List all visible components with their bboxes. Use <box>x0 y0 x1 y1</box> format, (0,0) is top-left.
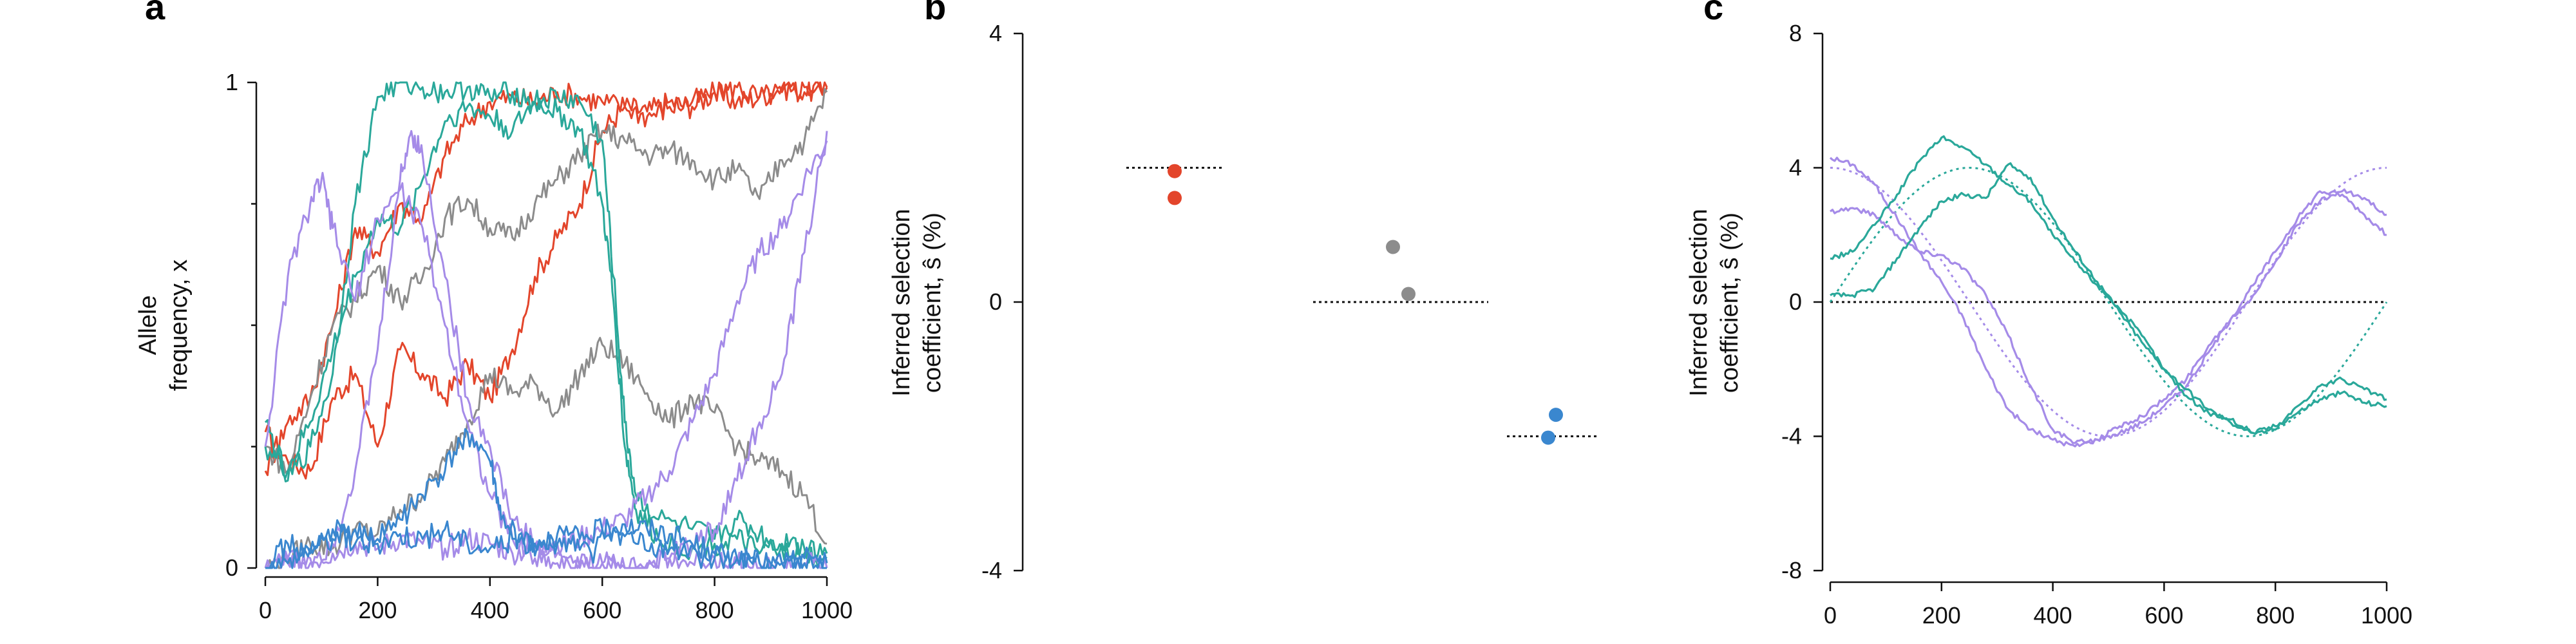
panel-c-xtick-label: 600 <box>2145 602 2183 629</box>
panel-b-point <box>1168 164 1182 178</box>
panel-c-plot: Inferred selection coefficient, ŝ (%) -8… <box>1685 20 2412 629</box>
panel-a-ylabel-line1: Allele <box>135 296 162 355</box>
panel-a-ylabel-text: frequency, x <box>166 260 193 391</box>
panel-b-point <box>1549 408 1563 422</box>
panel-a-ytick-label: 1 <box>225 69 238 95</box>
panel-b-point <box>1401 287 1416 301</box>
panel-a-xtick-label: 200 <box>358 597 397 623</box>
panel-c-true-curve <box>1829 166 2388 438</box>
panel-c-series-line <box>1830 188 2387 444</box>
panel-a-series-line <box>264 97 828 562</box>
panel-a-series-line <box>264 81 828 480</box>
panel-a-series-line <box>265 337 828 569</box>
panel-c-ticks: -8 -4 0 4 8 0 200 400 600 800 1000 <box>1781 20 2412 629</box>
panel-c-ytick-label: -4 <box>1781 423 1802 450</box>
panel-b-ytick-label: 0 <box>989 289 1002 315</box>
panel-c-marks <box>1829 135 2388 448</box>
panel-a-series-line <box>264 81 828 477</box>
panel-b-ylabel-line2: coefficient, ŝ (%) <box>919 213 946 393</box>
panel-a-xtick-label: 800 <box>696 597 734 623</box>
panel-letter-b: b <box>924 0 946 27</box>
panel-a-axes <box>255 82 827 578</box>
panel-c-xtick-label: 400 <box>2034 602 2072 629</box>
panel-b-point <box>1386 240 1400 254</box>
panel-c-xtick-label: 0 <box>1824 602 1837 629</box>
panel-c-ylabel-line2: coefficient, ŝ (%) <box>1716 213 1743 393</box>
panel-a-xtick-label: 400 <box>471 597 509 623</box>
panel-a-series-line <box>264 140 828 569</box>
panel-c-xtick-label: 1000 <box>2361 602 2412 629</box>
panel-b-marks <box>1126 164 1597 445</box>
panel-a-ytick-label: 0 <box>225 554 238 581</box>
panel-c-series-line <box>1830 135 2387 435</box>
panel-letter-a: a <box>145 0 166 27</box>
panel-a-xtick-label: 600 <box>583 597 621 623</box>
panel-b-point <box>1541 430 1555 445</box>
panel-a-xtick-label: 0 <box>259 597 272 623</box>
panel-c-xtick-label: 800 <box>2256 602 2295 629</box>
panel-c-ytick-label: 0 <box>1789 289 1802 315</box>
panel-a-xtick-label: 1000 <box>801 597 853 623</box>
panel-c-xtick-label: 200 <box>1922 602 1961 629</box>
panel-b-ticks: -4 0 4 <box>981 20 1023 583</box>
panel-a-series-line <box>265 518 827 569</box>
panel-a-ticks: 0 1 0 200 400 600 800 1000 <box>225 69 853 623</box>
panel-b-ytick-label: -4 <box>981 557 1002 583</box>
panel-c-series-line <box>1829 156 2387 448</box>
panel-b-point <box>1168 191 1182 205</box>
panel-b-ytick-label: 4 <box>989 20 1002 46</box>
panel-c-ylabel-line1: Inferred selection <box>1685 209 1712 397</box>
panel-a-plot: Allele frequency, x 0 1 0 200 400 600 800 1000 <box>135 69 853 623</box>
panel-letter-c: c <box>1703 0 1723 27</box>
panel-c-series-line <box>1830 162 2387 435</box>
panel-a-lines <box>264 81 828 569</box>
panel-b-ylabel-line1: Inferred selection <box>888 209 915 397</box>
panel-b-plot: Inferred selection coefficient, ŝ (%) -4… <box>888 20 1597 583</box>
panel-c-ytick-label: -8 <box>1781 557 1802 583</box>
panel-a-ylabel-line2: frequency, x <box>166 260 193 391</box>
panel-c-ytick-label: 4 <box>1789 155 1802 181</box>
panel-c-ytick-label: 8 <box>1789 20 1802 46</box>
panel-a-series-line <box>265 428 828 569</box>
